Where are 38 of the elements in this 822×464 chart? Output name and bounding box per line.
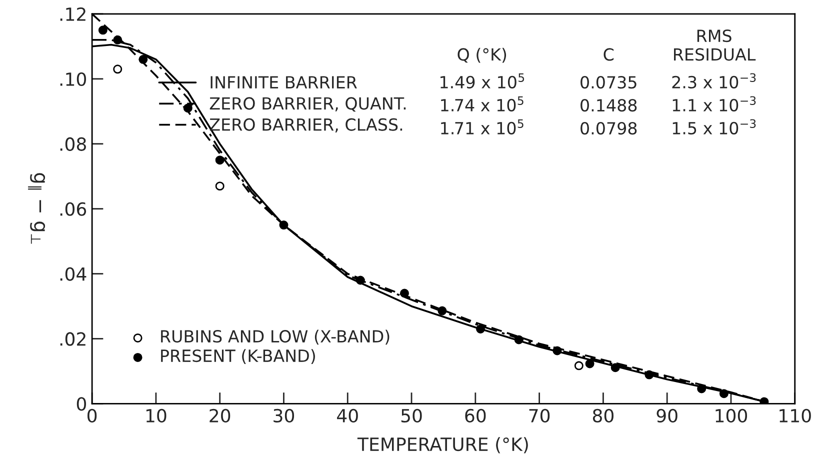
x-tick-label: 60	[465, 408, 486, 423]
annotation: 0.0798	[580, 122, 637, 135]
y-tick-label: .02	[60, 332, 86, 346]
annotation: 1.1 x 10$^{−3}$	[672, 96, 756, 112]
y-tick-label: .04	[60, 267, 86, 281]
y-tick-label: .12	[60, 7, 86, 21]
x-tick-label: 10	[146, 408, 166, 423]
x-tick-label: 80	[592, 408, 614, 423]
y-tick-label: .06	[60, 202, 86, 216]
x-tick-label: 110	[780, 408, 811, 423]
legend-label: ZERO BARRIER, QUANT.	[210, 97, 406, 112]
annotation: RMS RESIDUAL	[674, 30, 756, 61]
annotation: 1.49 x 10$^{5}$	[440, 73, 524, 88]
annotation: 2.3 x 10$^{−3}$	[672, 73, 756, 88]
annotation: 1.5 x 10$^{−3}$	[672, 119, 756, 134]
x-tick-label: 50	[401, 408, 422, 423]
x-axis-title: TEMPERATURE (°K)	[357, 437, 528, 454]
legend-label: INFINITE BARRIER	[210, 76, 357, 88]
annotation: C	[604, 48, 614, 61]
y-axis-title: g$_{∥}$ − g$_{⊥}$	[28, 173, 46, 244]
x-tick-label: 20	[210, 408, 230, 423]
x-tick-label: 30	[274, 408, 294, 423]
annotation: Q (°K)	[458, 48, 506, 63]
annotation: 0.1488	[580, 98, 637, 112]
x-tick-label: 70	[529, 408, 550, 423]
x-tick-label: 40	[337, 408, 358, 423]
legend-label: ZERO BARRIER, CLASS.	[210, 118, 402, 133]
y-tick-label: 0	[76, 397, 86, 411]
annotation: 1.74 x 10$^{5}$	[441, 96, 524, 112]
y-tick-label: .10	[60, 72, 86, 86]
legend-label: RUBINS AND LOW (X-BAND)	[161, 330, 390, 345]
y-tick-label: .08	[60, 137, 86, 151]
x-tick-label: 90	[656, 408, 678, 423]
annotation: 0.0735	[580, 76, 636, 89]
x-tick-label: 100	[716, 408, 748, 423]
legend-label: PRESENT (K-BAND)	[161, 349, 315, 364]
x-tick-label: 0	[88, 408, 97, 423]
annotation: 1.71 x 10$^{5}$	[441, 119, 524, 134]
